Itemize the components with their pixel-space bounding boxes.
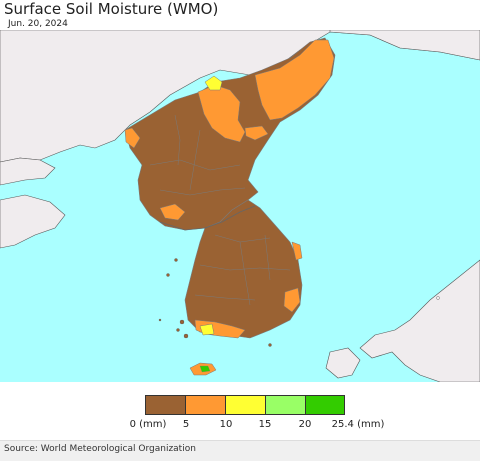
footer-bar [0,440,480,461]
island [176,328,180,332]
island [436,296,440,300]
legend-tick: 10 [219,419,233,430]
patch-east-orange [291,241,303,261]
legend-swatch [305,395,345,415]
legend-swatch [225,395,265,415]
legend: 0 (mm) 5 10 15 20 25.4 (mm) [0,395,480,435]
legend-swatches [145,395,345,415]
map-title: Surface Soil Moisture (WMO) [4,0,219,18]
island [179,319,185,325]
land-shandong [0,194,66,249]
legend-tick: 25.4 (mm) [331,419,385,430]
patch-southwest-orange [159,203,186,221]
soil-moisture-map [0,30,480,382]
land-russia [329,30,480,61]
patch-north-central-orange [197,84,246,143]
island [166,273,170,277]
legend-swatch [265,395,305,415]
map-date: Jun. 20, 2024 [8,19,68,29]
island [158,318,162,322]
patch-southeast-orange [283,287,301,313]
patch-east-coast-orange [244,125,269,141]
legend-swatch [145,395,185,415]
province-borders [149,114,291,306]
inter-korean-border [159,205,256,231]
island [183,333,189,339]
source-credit: Source: World Meteorological Organizatio… [4,444,196,454]
legend-tick: 0 (mm) [129,419,167,430]
legend-tick: 15 [258,419,272,430]
land-japan [359,259,480,382]
land-liaodong [0,157,56,186]
legend-tick: 5 [182,419,190,430]
patch-west-coast-orange [124,127,141,149]
island [174,258,178,262]
legend-swatch [185,395,225,415]
patch-jeju-green [199,365,211,373]
patch-northeast-orange [254,39,335,121]
legend-tick: 20 [298,419,312,430]
land-japan-kyushu [325,347,361,379]
patch-north-yellow [204,75,223,91]
island [268,343,272,347]
patch-south-yellow [199,323,215,336]
